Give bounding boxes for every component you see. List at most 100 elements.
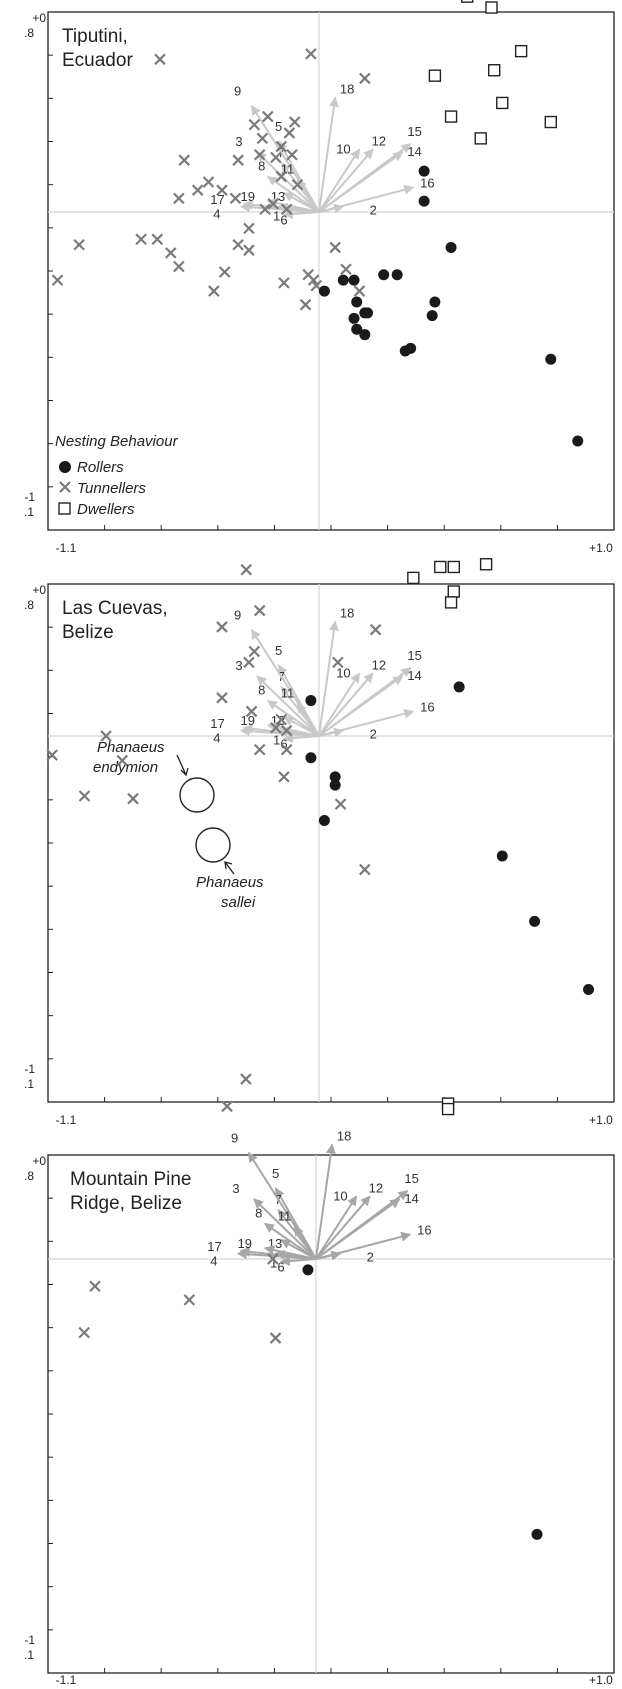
tunneller-point (259, 203, 271, 216)
tunneller-point (243, 656, 255, 669)
y-tick-top-2: .8 (24, 1169, 34, 1183)
tunneller-point (369, 623, 382, 636)
tunneller-point (178, 154, 191, 166)
vector-label-14: 14 (407, 144, 421, 159)
dweller-point (461, 0, 474, 3)
tunneller-point (267, 198, 279, 210)
tunneller-point (135, 233, 147, 246)
dweller-point (441, 1102, 455, 1116)
tunneller-point (299, 298, 312, 311)
tunneller-point (283, 127, 296, 139)
tunneller-point (173, 260, 185, 273)
dweller-point (428, 69, 442, 82)
vector-label-4: 4 (213, 207, 220, 222)
tunneller-point (73, 238, 85, 251)
tunneller-point (78, 790, 91, 802)
roller-point (531, 1528, 543, 1540)
y-tick-bottom-1: -1 (24, 1062, 35, 1076)
panel-title-line-2: Belize (62, 622, 114, 643)
vector-label-5: 5 (275, 119, 282, 134)
tunneller-point (245, 705, 258, 718)
tunneller-point (51, 274, 64, 286)
tunneller-point (278, 771, 290, 783)
vector-label-2: 2 (370, 727, 377, 742)
panel-title-line-1: Las Cuevas, (62, 598, 168, 619)
vector-label-19: 19 (238, 1236, 252, 1251)
tunneller-point (329, 241, 341, 254)
vector-label-6: 6 (277, 1260, 284, 1275)
species-annotations: Phanaeus endymion Phanaeus sallei (93, 739, 264, 911)
vector-arrow-15 (315, 1190, 409, 1260)
tunneller-point (359, 72, 371, 85)
vector-label-15: 15 (404, 1171, 418, 1186)
vector-label-14: 14 (407, 668, 421, 683)
roller-point (351, 323, 363, 335)
x-tick-right: +1.0 (589, 1113, 613, 1127)
vector-arrow-10 (318, 148, 361, 213)
vector-label-1: 1 (270, 1256, 277, 1271)
tunneller-point (302, 268, 314, 281)
plot-layer: 1234567891011121314151617181912345678910… (46, 0, 614, 1673)
roller-point (302, 1264, 314, 1276)
sallei-genus-label: Phanaeus (196, 874, 264, 891)
dweller-point (447, 585, 460, 598)
tunneller-point (240, 563, 253, 576)
endymion-pointer-arrow (176, 754, 189, 777)
dweller-point (544, 115, 557, 129)
vector-arrow-12 (318, 672, 374, 737)
vector-label-11: 11 (278, 1208, 292, 1223)
vector-label-19: 19 (241, 713, 255, 728)
vector-label-10: 10 (333, 1188, 347, 1203)
vector-label-8: 8 (258, 683, 265, 698)
tunneller-point (291, 178, 304, 191)
legend-dweller-label: Dwellers (77, 501, 135, 518)
vector-arrow-6 (282, 209, 320, 220)
legend-tunneller-symbol (59, 481, 71, 493)
tunneller-point (305, 48, 317, 60)
legend: Nesting Behaviour Rollers Tunnellers Dwe… (55, 433, 179, 518)
y-tick-top-1: +0 (32, 1154, 46, 1168)
vector-label-4: 4 (213, 731, 220, 746)
tunneller-point (173, 192, 185, 205)
vector-label-17: 17 (210, 192, 224, 207)
roller-point (305, 752, 317, 764)
tunneller-point (202, 176, 215, 188)
tunneller-point (359, 863, 371, 876)
vector-label-3: 3 (235, 658, 242, 673)
vector-arrow-16 (318, 708, 415, 737)
sallei-pointer-arrow (224, 861, 235, 875)
tunneller-point (243, 244, 255, 256)
tunneller-point (46, 749, 58, 761)
dweller-point (444, 596, 458, 609)
plot-frame (47, 583, 615, 1103)
panel-title-line-1: Tiputini, (62, 26, 128, 47)
vector-arrow-18 (315, 1143, 336, 1260)
x-tick-left: -1.1 (56, 1673, 77, 1687)
roller-point (572, 435, 584, 447)
tunneller-point (248, 645, 261, 658)
dweller-point (407, 571, 420, 585)
tunneller-point (191, 184, 204, 196)
tunneller-point (127, 792, 139, 805)
tunneller-point (253, 148, 266, 161)
vector-arrow-16 (318, 184, 415, 213)
tunneller-point (243, 222, 255, 235)
vector-label-1: 1 (273, 209, 280, 224)
y-tick-top-2: .8 (24, 598, 34, 612)
roller-point (359, 329, 371, 341)
vector-label-15: 15 (407, 124, 421, 139)
roller-point (391, 269, 403, 281)
x-tick-left: -1.1 (56, 1113, 77, 1127)
tunneller-point (218, 266, 231, 278)
vector-label-11: 11 (281, 685, 295, 700)
y-tick-bottom-2: .1 (24, 505, 34, 519)
vector-label-16: 16 (417, 1222, 431, 1237)
tunneller-point (286, 148, 298, 161)
vector-label-9: 9 (234, 608, 241, 623)
vector-arrow-18 (318, 96, 339, 213)
roller-point (399, 345, 411, 357)
vector-label-4: 4 (210, 1254, 217, 1269)
roller-point (329, 779, 341, 791)
roller-point (378, 269, 390, 281)
